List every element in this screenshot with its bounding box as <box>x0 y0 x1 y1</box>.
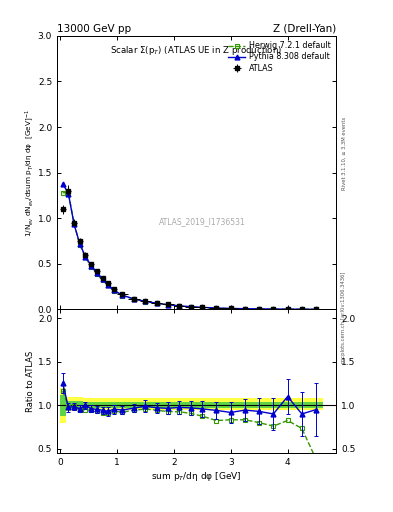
Pythia 8.308 default <box>60 181 65 187</box>
Herwig 7.2.1 default <box>228 306 233 312</box>
Herwig 7.2.1 default <box>257 306 261 312</box>
Pythia 8.308 default <box>228 305 233 311</box>
Y-axis label: 1/N$_{ev}$ dN$_{ev}$/dsum p$_{T}$/dη dφ  [GeV]$^{-1}$: 1/N$_{ev}$ dN$_{ev}$/dsum p$_{T}$/dη dφ … <box>24 109 37 237</box>
Herwig 7.2.1 default <box>285 306 290 312</box>
Line: Herwig 7.2.1 default: Herwig 7.2.1 default <box>60 190 318 312</box>
Pythia 8.308 default <box>112 287 116 293</box>
Herwig 7.2.1 default <box>72 221 76 227</box>
Herwig 7.2.1 default <box>100 277 105 283</box>
Herwig 7.2.1 default <box>77 242 82 248</box>
Pythia 8.308 default <box>285 306 290 312</box>
Herwig 7.2.1 default <box>83 254 88 261</box>
Pythia 8.308 default <box>189 304 193 310</box>
Herwig 7.2.1 default <box>66 189 71 196</box>
Pythia 8.308 default <box>66 190 71 197</box>
Herwig 7.2.1 default <box>200 305 204 311</box>
Pythia 8.308 default <box>257 306 261 312</box>
Pythia 8.308 default <box>83 253 88 260</box>
Pythia 8.308 default <box>132 296 136 302</box>
Text: Scalar $\Sigma$(p$_{T}$) (ATLAS UE in Z production): Scalar $\Sigma$(p$_{T}$) (ATLAS UE in Z … <box>110 44 283 57</box>
Pythia 8.308 default <box>271 306 276 312</box>
Pythia 8.308 default <box>89 263 94 269</box>
Pythia 8.308 default <box>106 282 110 288</box>
Herwig 7.2.1 default <box>154 301 159 307</box>
Pythia 8.308 default <box>154 300 159 306</box>
Legend: Herwig 7.2.1 default, Pythia 8.308 default, ATLAS: Herwig 7.2.1 default, Pythia 8.308 defau… <box>226 40 332 74</box>
Pythia 8.308 default <box>77 241 82 247</box>
Herwig 7.2.1 default <box>177 303 182 309</box>
Herwig 7.2.1 default <box>120 292 125 298</box>
Pythia 8.308 default <box>214 305 219 311</box>
Herwig 7.2.1 default <box>166 302 171 308</box>
Herwig 7.2.1 default <box>89 264 94 270</box>
Line: Pythia 8.308 default: Pythia 8.308 default <box>60 181 318 312</box>
Pythia 8.308 default <box>72 221 76 227</box>
Pythia 8.308 default <box>299 306 304 312</box>
Pythia 8.308 default <box>314 306 318 312</box>
Text: Z (Drell-Yan): Z (Drell-Yan) <box>273 24 336 34</box>
Text: mcplots.cern.ch [arXiv:1306.3436]: mcplots.cern.ch [arXiv:1306.3436] <box>342 272 346 363</box>
Herwig 7.2.1 default <box>214 305 219 311</box>
Herwig 7.2.1 default <box>242 306 247 312</box>
Herwig 7.2.1 default <box>271 306 276 312</box>
Herwig 7.2.1 default <box>112 288 116 294</box>
Herwig 7.2.1 default <box>143 298 148 305</box>
Text: ATLAS_2019_I1736531: ATLAS_2019_I1736531 <box>159 218 246 226</box>
Pythia 8.308 default <box>242 306 247 312</box>
Herwig 7.2.1 default <box>132 296 136 302</box>
Pythia 8.308 default <box>177 303 182 309</box>
Herwig 7.2.1 default <box>60 189 65 196</box>
Pythia 8.308 default <box>200 304 204 310</box>
Pythia 8.308 default <box>100 276 105 283</box>
Herwig 7.2.1 default <box>189 304 193 310</box>
Text: Rivet 3.1.10, ≥ 3.3M events: Rivet 3.1.10, ≥ 3.3M events <box>342 117 346 190</box>
Herwig 7.2.1 default <box>106 282 110 288</box>
Herwig 7.2.1 default <box>94 271 99 277</box>
Pythia 8.308 default <box>120 292 125 298</box>
Text: 13000 GeV pp: 13000 GeV pp <box>57 24 131 34</box>
Herwig 7.2.1 default <box>314 306 318 312</box>
Y-axis label: Ratio to ATLAS: Ratio to ATLAS <box>26 351 35 412</box>
Herwig 7.2.1 default <box>299 306 304 312</box>
Pythia 8.308 default <box>143 298 148 305</box>
X-axis label: sum p$_{T}$/dη dφ [GeV]: sum p$_{T}$/dη dφ [GeV] <box>151 470 242 483</box>
Pythia 8.308 default <box>166 302 171 308</box>
Pythia 8.308 default <box>94 270 99 276</box>
